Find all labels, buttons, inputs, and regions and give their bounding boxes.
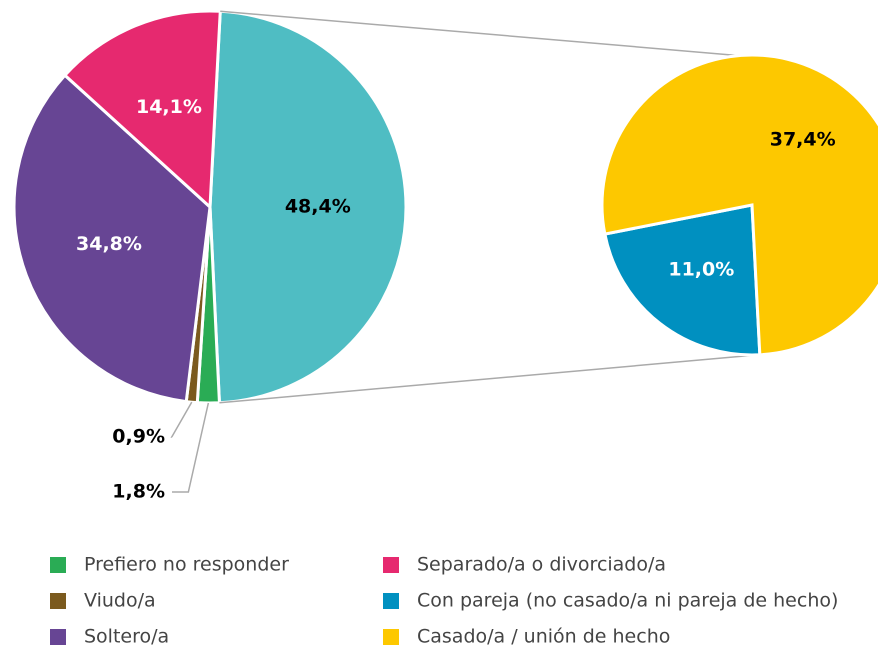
pie-slice [62, 9, 222, 211]
connector-line [220, 10, 739, 57]
data-label: 0,9% [112, 426, 165, 448]
data-label: 14,1% [136, 96, 202, 118]
legend-swatch [50, 557, 66, 573]
legend-label: Soltero/a [84, 626, 169, 648]
pie-slice [208, 9, 408, 405]
data-label: 1,8% [112, 481, 165, 503]
leader-line [170, 401, 193, 438]
connector-line [219, 354, 758, 404]
legend-label: Separado/a o divorciado/a [417, 554, 666, 576]
pie-slice [600, 53, 878, 357]
legend-swatch [383, 557, 399, 573]
legend-label: Prefiero no responder [84, 554, 289, 576]
data-label: 34,8% [76, 233, 142, 255]
legend-swatch [383, 593, 399, 609]
legend-label: Casado/a / unión de hecho [417, 626, 670, 648]
pie-slice [603, 203, 762, 357]
legend-label: Viudo/a [84, 590, 156, 612]
legend-label: Con pareja (no casado/a ni pareja de hec… [417, 590, 838, 612]
data-label: 11,0% [668, 259, 734, 281]
data-label: 37,4% [770, 128, 836, 150]
legend-swatch [50, 629, 66, 645]
leader-line [172, 402, 210, 493]
data-label: 48,4% [285, 196, 351, 218]
pie-slice [12, 73, 212, 404]
legend-swatch [383, 629, 399, 645]
legend-swatch [50, 593, 66, 609]
